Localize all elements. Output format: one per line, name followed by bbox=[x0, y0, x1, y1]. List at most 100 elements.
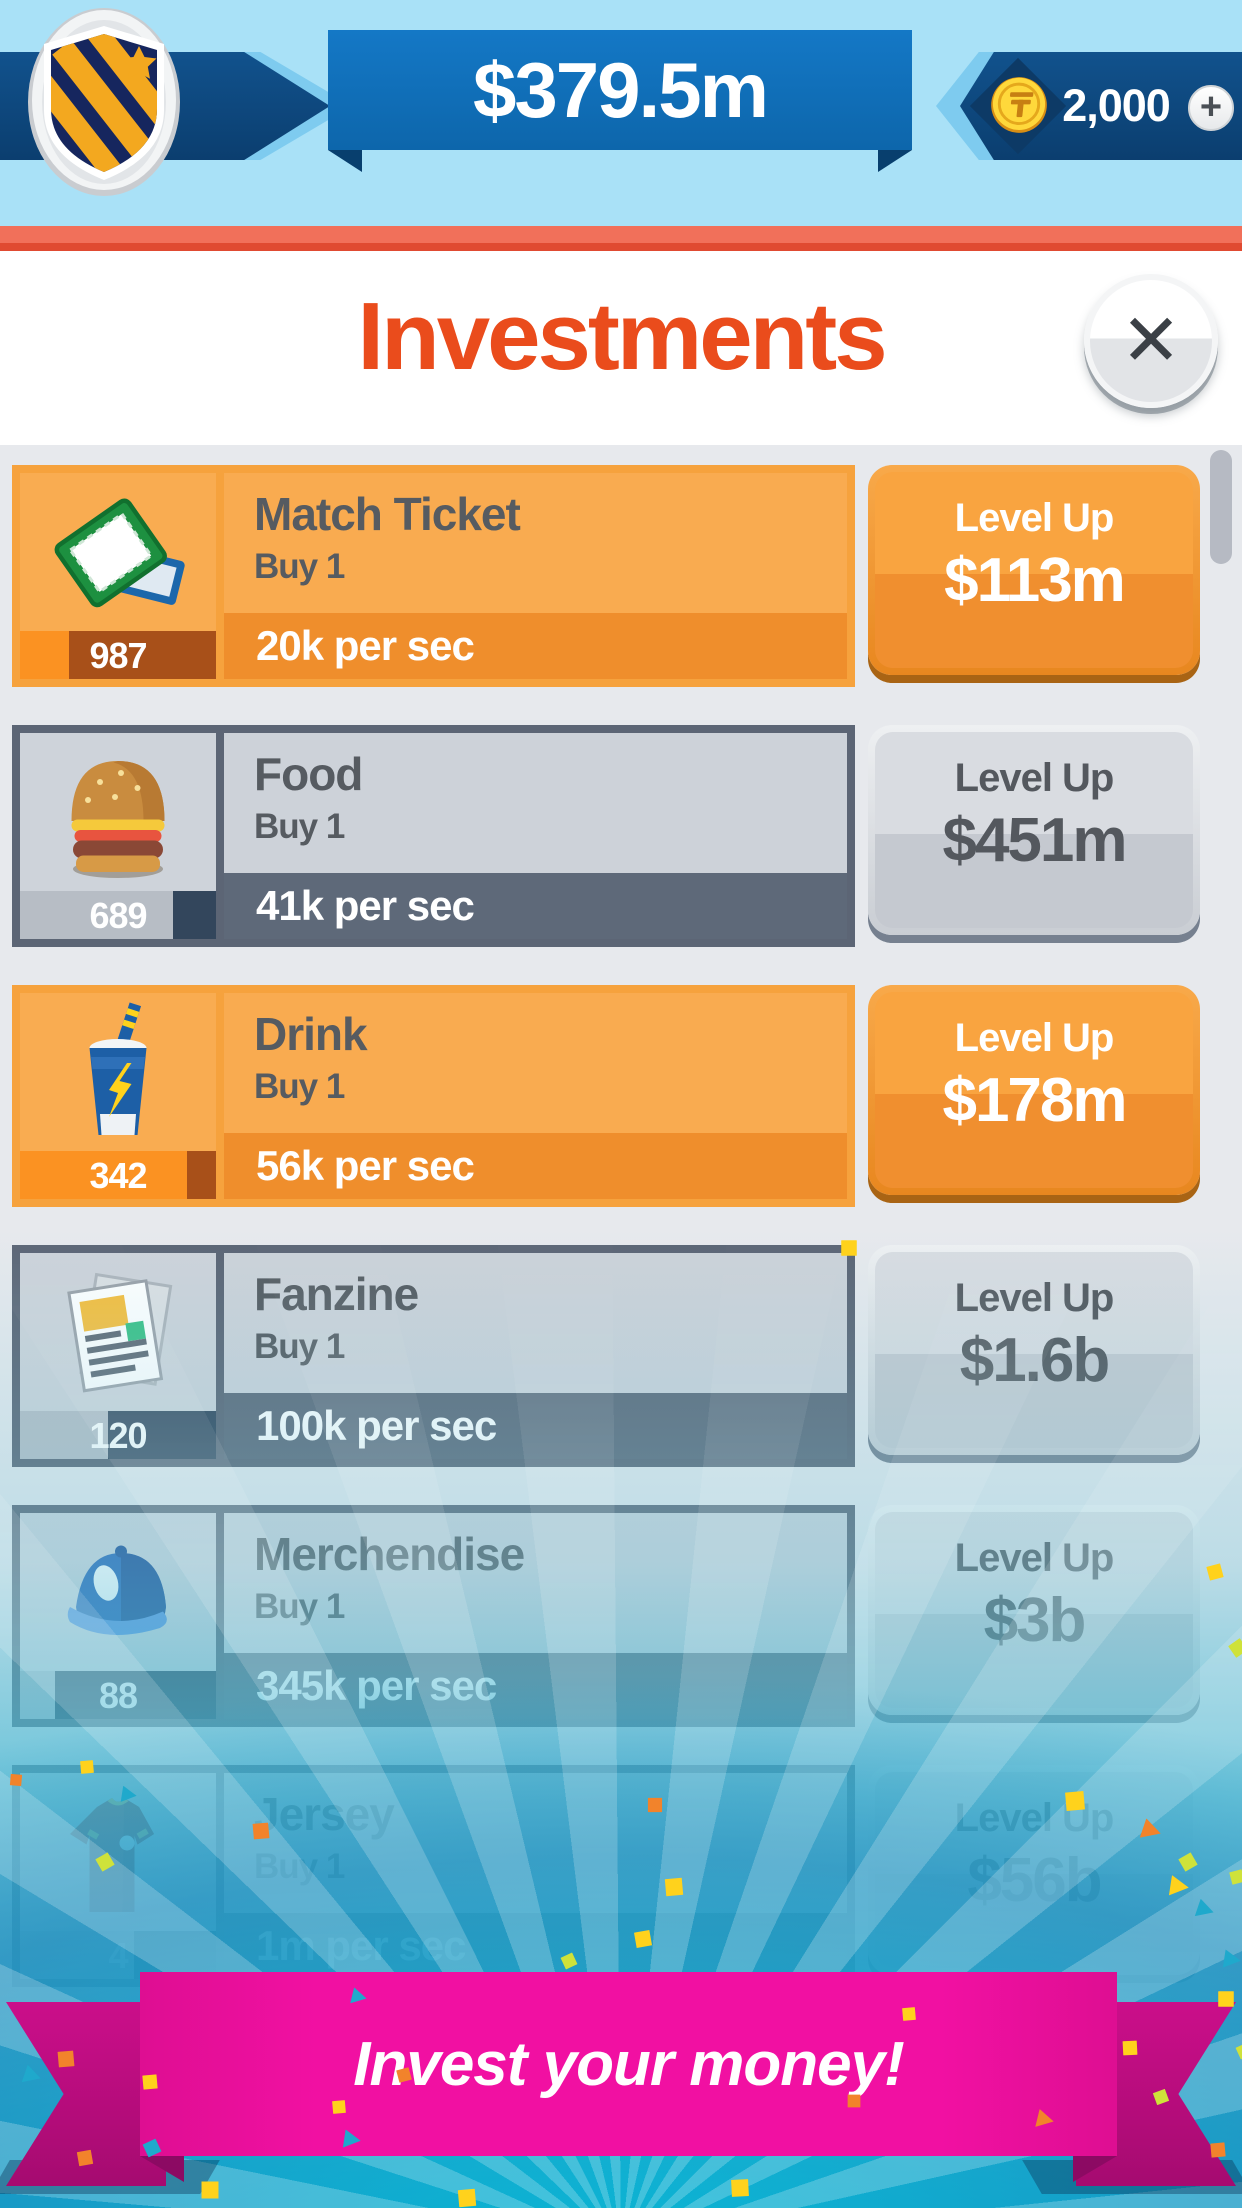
level-up-label: Level Up bbox=[954, 756, 1115, 800]
coin-icon bbox=[991, 77, 1047, 133]
accent-stripe bbox=[0, 226, 1242, 243]
investment-card[interactable]: 987 Match Ticket Buy 1 20k per sec bbox=[12, 465, 855, 687]
progress-bar: 120 bbox=[20, 1411, 216, 1459]
owned-count: 120 bbox=[89, 1415, 147, 1456]
item-icon-cell: 120 bbox=[20, 1253, 216, 1459]
level-up-inner: Level Up $1.6b bbox=[875, 1252, 1193, 1448]
item-buy-label: Buy 1 bbox=[254, 1847, 345, 1886]
investment-card[interactable]: 4 Jersey Buy 1 1m per sec bbox=[12, 1765, 855, 1987]
investment-row: 987 Match Ticket Buy 1 20k per sec Level… bbox=[0, 465, 1242, 687]
cta-banner: Invest your money! bbox=[140, 1972, 1117, 2156]
level-up-label: Level Up bbox=[954, 1276, 1115, 1320]
level-up-button[interactable]: Level Up $1.6b bbox=[868, 1245, 1200, 1455]
coin-count: 2,000 bbox=[1062, 80, 1171, 131]
investment-card[interactable]: 342 Drink Buy 1 56k per sec bbox=[12, 985, 855, 1207]
investment-card[interactable]: 88 Merchendise Buy 1 345k per sec bbox=[12, 1505, 855, 1727]
progress-bar: 689 bbox=[20, 891, 216, 939]
item-icon-cell: 4 bbox=[20, 1773, 216, 1979]
level-up-label: Level Up bbox=[954, 1796, 1115, 1840]
item-name: Drink bbox=[254, 1008, 368, 1060]
owned-count: 987 bbox=[89, 635, 147, 676]
item-info: Fanzine Buy 1 bbox=[224, 1253, 847, 1393]
item-icon-cell: 689 bbox=[20, 733, 216, 939]
scrollbar-thumb[interactable] bbox=[1210, 450, 1232, 564]
level-up-price: $1.6b bbox=[959, 1326, 1111, 1395]
cash-amount: $379.5m bbox=[473, 45, 769, 134]
item-icon-cell: 987 bbox=[20, 473, 216, 679]
investment-row: 120 Fanzine Buy 1 100k per sec Level Up … bbox=[0, 1245, 1242, 1467]
level-up-button[interactable]: Level Up $113m bbox=[868, 465, 1200, 675]
level-up-label: Level Up bbox=[954, 1016, 1115, 1060]
level-up-inner: Level Up $451m bbox=[875, 732, 1193, 928]
rate-strip: 20k per sec bbox=[224, 613, 847, 679]
progress-fill bbox=[20, 631, 69, 679]
investment-row: 4 Jersey Buy 1 1m per sec Level Up $56b bbox=[0, 1765, 1242, 1987]
drink-icon bbox=[20, 993, 216, 1151]
cash-banner: $379.5m bbox=[328, 30, 912, 150]
rate-strip: 56k per sec bbox=[224, 1133, 847, 1199]
item-name: Match Ticket bbox=[254, 488, 521, 540]
item-name: Fanzine bbox=[254, 1268, 419, 1320]
cap-icon bbox=[20, 1513, 216, 1671]
rate-strip: 345k per sec bbox=[224, 1653, 847, 1719]
progress-bar: 987 bbox=[20, 631, 216, 679]
level-up-price: $178m bbox=[942, 1066, 1127, 1135]
item-rate: 41k per sec bbox=[256, 882, 475, 929]
item-icon-cell: 88 bbox=[20, 1513, 216, 1719]
level-up-price: $3b bbox=[983, 1586, 1087, 1655]
close-button[interactable]: ✕ bbox=[1084, 274, 1218, 408]
level-up-button[interactable]: Level Up $3b bbox=[868, 1505, 1200, 1715]
cta-ribbon: Invest your money! bbox=[0, 1960, 1242, 2208]
item-name: Food bbox=[254, 748, 363, 800]
owned-count: 342 bbox=[89, 1155, 147, 1196]
owned-count: 689 bbox=[89, 895, 147, 936]
investments-list: 987 Match Ticket Buy 1 20k per sec Level… bbox=[0, 445, 1242, 2208]
item-name: Jersey bbox=[254, 1788, 395, 1840]
ticket-icon bbox=[20, 473, 216, 631]
rate-strip: 41k per sec bbox=[224, 873, 847, 939]
item-info: Merchendise Buy 1 bbox=[224, 1513, 847, 1653]
progress-bar: 342 bbox=[20, 1151, 216, 1199]
item-rate: 56k per sec bbox=[256, 1142, 475, 1189]
level-up-button[interactable]: Level Up $56b bbox=[868, 1765, 1200, 1975]
level-up-inner: Level Up $113m bbox=[875, 472, 1193, 668]
club-badge[interactable] bbox=[14, 4, 194, 200]
item-info: Food Buy 1 bbox=[224, 733, 847, 873]
progress-bar: 88 bbox=[20, 1671, 216, 1719]
level-up-button[interactable]: Level Up $178m bbox=[868, 985, 1200, 1195]
item-icon-cell: 342 bbox=[20, 993, 216, 1199]
item-info: Match Ticket Buy 1 bbox=[224, 473, 847, 613]
item-rate: 345k per sec bbox=[256, 1662, 497, 1709]
page-title: Investments bbox=[357, 283, 887, 390]
investment-row: 342 Drink Buy 1 56k per sec Level Up $17… bbox=[0, 985, 1242, 1207]
investment-row: 88 Merchendise Buy 1 345k per sec Level … bbox=[0, 1505, 1242, 1727]
level-up-label: Level Up bbox=[954, 1536, 1115, 1580]
level-up-price: $56b bbox=[967, 1846, 1102, 1915]
progress-fill bbox=[20, 891, 173, 939]
level-up-inner: Level Up $3b bbox=[875, 1512, 1193, 1708]
level-up-button[interactable]: Level Up $451m bbox=[868, 725, 1200, 935]
level-up-price: $451m bbox=[942, 806, 1127, 875]
item-buy-label: Buy 1 bbox=[254, 1067, 345, 1106]
close-icon: ✕ bbox=[1120, 301, 1182, 381]
item-info: Jersey Buy 1 bbox=[224, 1773, 847, 1913]
header-panel bbox=[0, 251, 1242, 445]
item-rate: 100k per sec bbox=[256, 1402, 497, 1449]
item-buy-label: Buy 1 bbox=[254, 807, 345, 846]
investment-card[interactable]: 689 Food Buy 1 41k per sec bbox=[12, 725, 855, 947]
item-info: Drink Buy 1 bbox=[224, 993, 847, 1133]
investment-card[interactable]: 120 Fanzine Buy 1 100k per sec bbox=[12, 1245, 855, 1467]
burger-icon bbox=[20, 733, 216, 891]
accent-stripe-dark bbox=[0, 243, 1242, 251]
level-up-price: $113m bbox=[944, 546, 1126, 615]
rate-strip: 100k per sec bbox=[224, 1393, 847, 1459]
level-up-inner: Level Up $56b bbox=[875, 1772, 1193, 1968]
progress-fill bbox=[20, 1151, 187, 1199]
level-up-label: Level Up bbox=[954, 496, 1115, 540]
investment-row: 689 Food Buy 1 41k per sec Level Up $451… bbox=[0, 725, 1242, 947]
jersey-icon bbox=[20, 1773, 216, 1931]
item-buy-label: Buy 1 bbox=[254, 547, 345, 586]
add-coins-button[interactable]: + bbox=[1188, 85, 1234, 131]
item-name: Merchendise bbox=[254, 1528, 525, 1580]
